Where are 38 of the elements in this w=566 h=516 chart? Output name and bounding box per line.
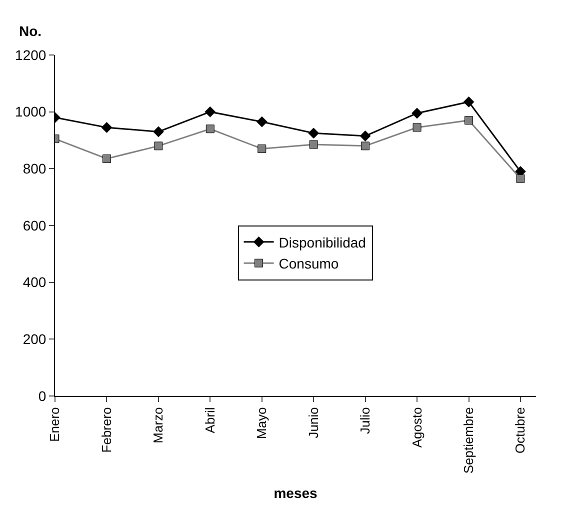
y-tick-label: 200	[22, 331, 46, 348]
y-tick-label: 0	[38, 388, 46, 404]
point	[154, 142, 163, 150]
x-tick-label: Enero	[47, 407, 62, 442]
x-tick-label: Marzo	[150, 407, 166, 444]
point	[308, 128, 320, 139]
point	[464, 116, 474, 125]
x-tick-label: Septiembre	[460, 407, 476, 474]
point	[152, 126, 164, 138]
point	[101, 122, 112, 133]
point	[258, 144, 266, 154]
y-tick-label: 1200	[15, 46, 46, 63]
x-tick-label: Agosto	[409, 407, 424, 448]
point	[256, 116, 268, 128]
point	[412, 123, 422, 132]
y-axis-title: No.	[19, 23, 42, 39]
y-tick-label: 600	[22, 217, 46, 234]
x-tick-label: Julio	[358, 407, 373, 434]
x-tick-label: Febrero	[98, 407, 114, 453]
y-tick-label: 800	[22, 160, 46, 177]
y-tick-label: 1000	[15, 104, 46, 120]
point	[206, 124, 214, 134]
x-tick-label: Junio	[306, 407, 321, 438]
point	[361, 142, 370, 150]
x-axis-title: meses	[274, 484, 318, 501]
point	[309, 140, 318, 149]
y-tick-label: 400	[22, 274, 46, 290]
point	[360, 130, 371, 142]
x-tick-label: Abril	[202, 407, 218, 434]
x-tick-label: Mayo	[254, 407, 270, 439]
legend-label: Disponibilidad	[278, 234, 366, 250]
x-tick-label: Octubre	[512, 407, 528, 454]
legend-label: Consumo	[278, 256, 339, 272]
point	[102, 154, 111, 163]
point	[204, 106, 216, 118]
point	[463, 96, 474, 108]
point	[516, 174, 525, 183]
point	[412, 108, 422, 119]
